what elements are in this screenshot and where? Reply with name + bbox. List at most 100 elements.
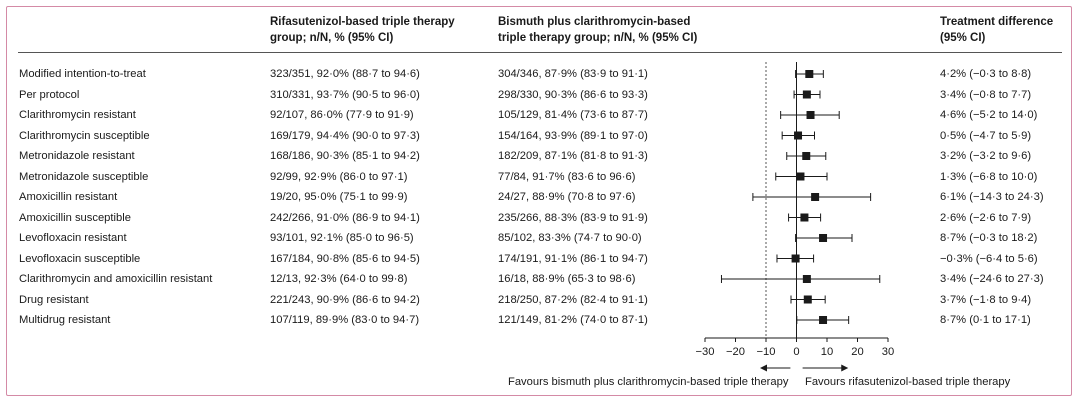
point-estimate (802, 275, 811, 283)
row-bismuth-value: 121/149, 81·2% (74·0 to 87·1) (498, 314, 648, 326)
row-difference-value: 6·1% (−14·3 to 24·3) (940, 191, 1044, 203)
row-rifasutenizol-value: 323/351, 92·0% (88·7 to 94·6) (270, 68, 420, 80)
point-estimate (802, 90, 811, 99)
point-estimate (794, 131, 803, 140)
row-bismuth-value: 174/191, 91·1% (86·1 to 94·7) (498, 252, 648, 265)
row-rifasutenizol-value: 169/179, 94·4% (90·0 to 97·3) (270, 129, 420, 142)
row-bismuth-value: 24/27, 88·9% (70·8 to 97·6) (498, 191, 636, 203)
row-label: Amoxicillin susceptible (19, 211, 131, 224)
x-tick-label: −10 (757, 346, 776, 358)
row-label: Clarithromycin and amoxicillin resistant (19, 273, 213, 285)
x-tick-label: −20 (726, 346, 745, 358)
arrow-right-head (841, 364, 849, 372)
row-difference-value: 0·5% (−4·7 to 5·9) (940, 129, 1032, 142)
row-label: Clarithromycin resistant (19, 109, 136, 121)
table-row: Levofloxacin susceptible 167/184, 90·8% (… (0, 249, 1080, 269)
row-bismuth-value: 218/250, 87·2% (82·4 to 91·1) (498, 293, 648, 306)
x-tick-label: −30 (696, 346, 715, 358)
row-difference-value: −0·3% (−6·4 to 5·6) (940, 252, 1038, 265)
row-rifasutenizol-value: 107/119, 89·9% (83·0 to 94·7) (270, 314, 420, 326)
row-label: Drug resistant (19, 293, 89, 306)
point-estimate (806, 111, 815, 119)
row-rifasutenizol-value: 93/101, 92·1% (85·0 to 96·5) (270, 232, 414, 244)
row-bismuth-value: 182/209, 87·1% (81·8 to 91·3) (498, 150, 648, 162)
header-bismuth-line2: triple therapy group; n/N, % (95% CI) (498, 32, 698, 44)
row-rifasutenizol-value: 221/243, 90·9% (86·6 to 94·2) (270, 293, 420, 306)
header-divider (18, 52, 1062, 53)
x-tick-label: 10 (821, 346, 833, 358)
row-difference-value: 4·6% (−5·2 to 14·0) (940, 109, 1038, 121)
x-tick-label: 0 (793, 346, 799, 358)
header-difference-line2: (95% CI) (940, 32, 986, 44)
row-difference-value: 8·7% (0·1 to 17·1) (940, 314, 1031, 326)
row-difference-value: 4·2% (−0·3 to 8·8) (940, 68, 1032, 80)
header-difference: Treatment difference (95% CI) (940, 14, 1053, 46)
row-bismuth-value: 235/266, 88·3% (83·9 to 91·9) (498, 211, 648, 224)
legend-right: Favours rifasutenizol-based triple thera… (805, 376, 1011, 388)
row-label: Per protocol (19, 88, 80, 101)
point-estimate (803, 295, 812, 304)
point-estimate (805, 70, 814, 78)
row-bismuth-value: 304/346, 87·9% (83·9 to 91·1) (498, 68, 648, 80)
table-row: Modified intention-to-treat 323/351, 92·0… (0, 64, 1080, 84)
table-row: Clarithromycin and amoxicillin resistant… (0, 269, 1080, 289)
row-difference-value: 8·7% (−0·3 to 18·2) (940, 232, 1038, 244)
row-rifasutenizol-value: 12/13, 92·3% (64·0 to 99·8) (270, 273, 408, 285)
x-tick-label: 20 (851, 346, 863, 358)
row-bismuth-value: 154/164, 93·9% (89·1 to 97·0) (498, 129, 648, 142)
row-difference-value: 3·4% (−24·6 to 27·3) (940, 273, 1044, 285)
arrow-left-head (760, 364, 767, 372)
table-row: Levofloxacin resistant 93/101, 92·1% (85·… (0, 228, 1080, 248)
point-estimate (802, 152, 811, 160)
header-bismuth-line1: Bismuth plus clarithromycin-based (498, 16, 691, 28)
row-difference-value: 3·7% (−1·8 to 9·4) (940, 293, 1032, 306)
point-estimate (796, 172, 805, 181)
row-bismuth-value: 77/84, 91·7% (83·6 to 96·6) (498, 170, 636, 183)
header-difference-line1: Treatment difference (940, 16, 1054, 28)
point-estimate (800, 213, 809, 222)
legend-left: Favours bismuth plus clarithromycin-base… (508, 376, 789, 388)
row-label: Metronidazole resistant (19, 150, 135, 162)
row-rifasutenizol-value: 92/107, 86·0% (77·9 to 91·9) (270, 109, 414, 121)
header-bismuth: Bismuth plus clarithromycin-based triple… (498, 14, 697, 46)
table-row: Amoxicillin resistant 19/20, 95·0% (75·1 … (0, 187, 1080, 207)
row-difference-value: 2·6% (−2·6 to 7·9) (940, 211, 1032, 224)
point-estimate (811, 193, 820, 201)
point-estimate (791, 254, 800, 263)
row-label: Levofloxacin resistant (19, 232, 127, 244)
row-label: Clarithromycin susceptible (19, 129, 150, 142)
table-row: Amoxicillin susceptible 242/266, 91·0% (8… (0, 208, 1080, 228)
row-bismuth-value: 105/129, 81·4% (73·6 to 87·7) (498, 109, 648, 121)
row-difference-value: 3·2% (−3·2 to 9·6) (940, 150, 1032, 162)
row-label: Levofloxacin susceptible (19, 252, 141, 265)
row-bismuth-value: 16/18, 88·9% (65·3 to 98·6) (498, 273, 636, 285)
table-row: Per protocol 310/331, 93·7% (90·5 to 96·0… (0, 85, 1080, 105)
row-bismuth-value: 298/330, 90·3% (86·6 to 93·3) (498, 88, 648, 101)
row-difference-value: 1·3% (−6·8 to 10·0) (940, 170, 1038, 183)
header-rifasutenizol-line2: group; n/N, % (95% CI) (270, 32, 394, 44)
row-bismuth-value: 85/102, 83·3% (74·7 to 90·0) (498, 232, 642, 244)
table-row: Metronidazole resistant 168/186, 90·3% (8… (0, 146, 1080, 166)
table-row: Metronidazole susceptible 92/99, 92·9% (8… (0, 167, 1080, 187)
row-label: Amoxicillin resistant (19, 191, 118, 203)
point-estimate (819, 234, 828, 242)
row-rifasutenizol-value: 310/331, 93·7% (90·5 to 96·0) (270, 88, 420, 101)
table-row: Clarithromycin resistant 92/107, 86·0% (7… (0, 105, 1080, 125)
header-rifasutenizol: Rifasutenizol-based triple therapy group… (270, 14, 455, 46)
row-rifasutenizol-value: 168/186, 90·3% (85·1 to 94·2) (270, 150, 420, 162)
header-rifasutenizol-line1: Rifasutenizol-based triple therapy (270, 16, 455, 28)
figure-frame (6, 6, 1072, 396)
row-rifasutenizol-value: 19/20, 95·0% (75·1 to 99·9) (270, 191, 408, 203)
x-tick-label: 30 (882, 346, 894, 358)
row-label: Modified intention-to-treat (19, 68, 146, 80)
table-row: Drug resistant 221/243, 90·9% (86·6 to 94… (0, 290, 1080, 310)
row-label: Metronidazole susceptible (19, 170, 149, 183)
row-difference-value: 3·4% (−0·8 to 7·7) (940, 88, 1032, 101)
row-rifasutenizol-value: 167/184, 90·8% (85·6 to 94·5) (270, 252, 420, 265)
row-label: Multidrug resistant (19, 314, 111, 326)
row-rifasutenizol-value: 242/266, 91·0% (86·9 to 94·1) (270, 211, 420, 224)
point-estimate (819, 316, 828, 324)
table-row: Multidrug resistant 107/119, 89·9% (83·0 … (0, 310, 1080, 330)
table-row: Clarithromycin susceptible 169/179, 94·4%… (0, 126, 1080, 146)
